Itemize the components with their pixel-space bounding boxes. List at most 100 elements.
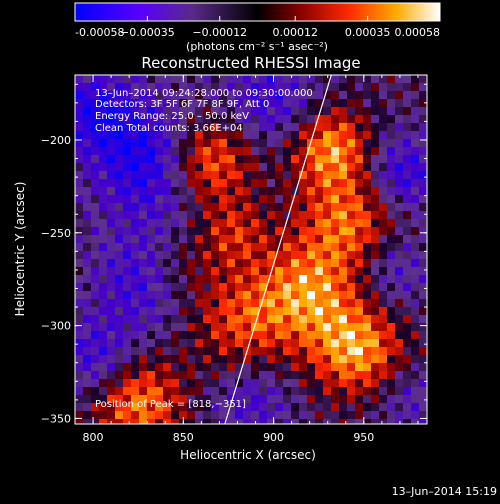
heatmap-cell — [307, 307, 316, 316]
heatmap-cell — [387, 99, 396, 108]
heatmap-cell — [331, 259, 340, 268]
heatmap-cell — [195, 155, 204, 164]
heatmap-cell — [403, 411, 412, 420]
heatmap-cell — [419, 395, 427, 404]
heatmap-cell — [203, 339, 212, 348]
heatmap-cell — [123, 187, 132, 196]
heatmap-cell — [155, 227, 164, 236]
heatmap-cell — [203, 267, 212, 276]
heatmap-cell — [315, 203, 324, 212]
heatmap-cell — [315, 171, 324, 180]
heatmap-cell — [139, 203, 148, 212]
heatmap-cell — [163, 123, 172, 132]
heatmap-cell — [307, 323, 316, 332]
heatmap-cell — [291, 179, 300, 188]
heatmap-cell — [403, 219, 412, 228]
heatmap-cell — [187, 123, 196, 132]
heatmap-cell — [339, 131, 348, 140]
x-tick-label: 800 — [83, 431, 104, 444]
heatmap-cell — [107, 219, 116, 228]
heatmap-cell — [403, 395, 412, 404]
heatmap-cell — [387, 347, 396, 356]
heatmap-cell — [211, 83, 220, 92]
heatmap-cell — [227, 219, 236, 228]
heatmap-cell — [75, 283, 84, 292]
heatmap-cell — [267, 315, 276, 324]
heatmap-cell — [91, 315, 100, 324]
heatmap-cell — [411, 331, 420, 340]
heatmap-cell — [91, 147, 100, 156]
heatmap-cell — [363, 99, 372, 108]
heatmap-cell — [163, 83, 172, 92]
heatmap-cell — [211, 115, 220, 124]
heatmap-cell — [131, 243, 140, 252]
heatmap-cell — [211, 163, 220, 172]
heatmap-cell — [99, 139, 108, 148]
heatmap-cell — [91, 243, 100, 252]
heatmap-cell — [83, 355, 92, 364]
heatmap-cell — [251, 315, 260, 324]
heatmap-cell — [363, 83, 372, 92]
heatmap-cell — [395, 75, 404, 84]
heatmap-cell — [171, 339, 180, 348]
heatmap-cell — [283, 139, 292, 148]
heatmap-cell — [403, 387, 412, 396]
heatmap-cell — [379, 411, 388, 420]
heatmap-cell — [251, 339, 260, 348]
heatmap-cell — [195, 227, 204, 236]
heatmap-cell — [235, 403, 244, 412]
heatmap-cell — [267, 403, 276, 412]
heatmap-cell — [323, 115, 332, 124]
heatmap-cell — [371, 371, 380, 380]
heatmap-cell — [195, 115, 204, 124]
heatmap-cell — [107, 259, 116, 268]
heatmap-cell — [267, 283, 276, 292]
heatmap-cell — [147, 195, 156, 204]
heatmap-cell — [403, 147, 412, 156]
heatmap-cell — [203, 219, 212, 228]
heatmap-cell — [171, 115, 180, 124]
heatmap-cell — [219, 331, 228, 340]
heatmap-cell — [227, 187, 236, 196]
heatmap-cell — [227, 387, 236, 396]
heatmap-cell — [411, 99, 420, 108]
heatmap-cell — [75, 219, 84, 228]
heatmap-cell — [171, 291, 180, 300]
heatmap-cell — [227, 107, 236, 116]
heatmap-cell — [347, 315, 356, 324]
heatmap-cell — [163, 379, 172, 388]
y-tick-label: −250 — [41, 227, 71, 240]
heatmap-cell — [283, 91, 292, 100]
heatmap-cell — [147, 339, 156, 348]
heatmap-cell — [403, 347, 412, 356]
heatmap-cell — [243, 107, 252, 116]
heatmap-cell — [411, 187, 420, 196]
heatmap-cell — [419, 155, 427, 164]
heatmap-cell — [299, 307, 308, 316]
heatmap-cell — [91, 115, 100, 124]
heatmap-cell — [315, 227, 324, 236]
heatmap-cell — [323, 259, 332, 268]
heatmap-cell — [323, 91, 332, 100]
heatmap-cell — [411, 107, 420, 116]
heatmap-cell — [379, 203, 388, 212]
heatmap-cell — [355, 91, 364, 100]
heatmap-cell — [163, 243, 172, 252]
heatmap-cell — [259, 75, 268, 84]
heatmap-cell — [107, 91, 116, 100]
heatmap-cell — [203, 283, 212, 292]
heatmap-cell — [315, 75, 324, 84]
heatmap-cell — [139, 179, 148, 188]
heatmap-cell — [131, 235, 140, 244]
heatmap-cell — [259, 139, 268, 148]
heatmap-cell — [275, 83, 284, 92]
heatmap-cell — [83, 403, 92, 412]
heatmap-cell — [363, 275, 372, 284]
heatmap-cell — [187, 403, 196, 412]
heatmap-cell — [379, 419, 388, 424]
heatmap-cell — [307, 395, 316, 404]
heatmap-cell — [315, 339, 324, 348]
heatmap-cell — [363, 163, 372, 172]
heatmap-cell — [91, 107, 100, 116]
heatmap-cell — [171, 147, 180, 156]
